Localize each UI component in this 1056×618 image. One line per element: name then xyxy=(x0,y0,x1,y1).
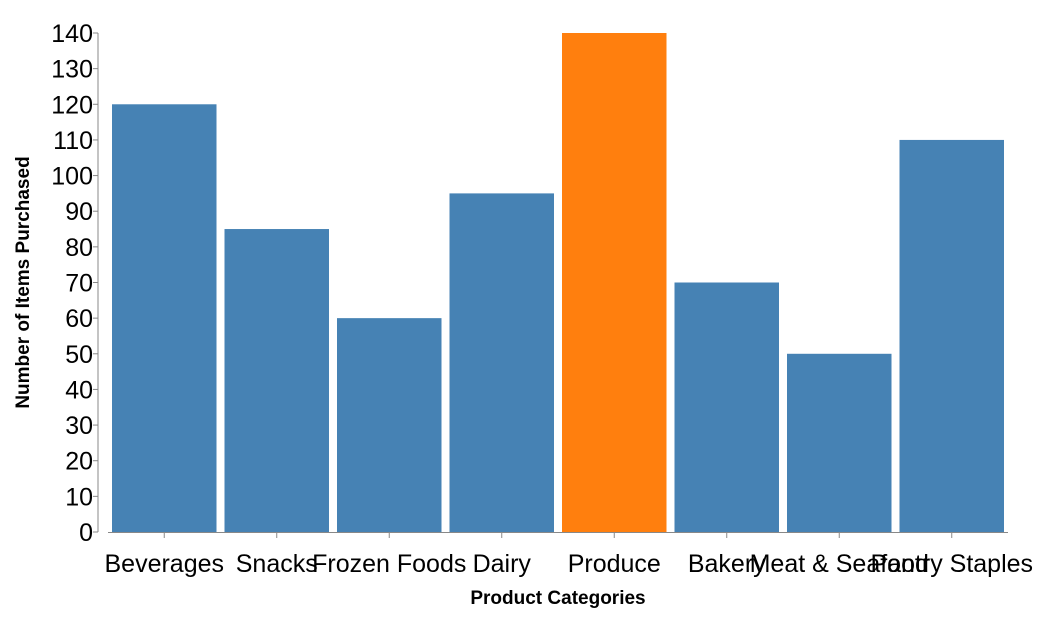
bar-bakery xyxy=(674,282,779,532)
bar-dairy xyxy=(449,193,554,532)
y-tick-label: 40 xyxy=(65,376,93,404)
y-tick-label: 50 xyxy=(65,341,93,369)
y-tick-label: 30 xyxy=(65,412,93,440)
bar-snacks xyxy=(224,229,329,533)
y-tick-label: 90 xyxy=(65,198,93,226)
x-tick-label: Pantry Staples xyxy=(870,550,1033,578)
x-tick-label: Bakery xyxy=(688,550,766,578)
y-tick-label: 10 xyxy=(65,483,93,511)
bar-beverages xyxy=(112,104,217,533)
y-tick-label: 140 xyxy=(51,20,93,48)
x-tick-label: Dairy xyxy=(473,550,532,578)
y-tick-label: 120 xyxy=(51,91,93,119)
bars-group xyxy=(112,33,1004,533)
x-tick-label: Produce xyxy=(568,550,661,578)
y-tick-label: 80 xyxy=(65,234,93,262)
x-axis-title: Product Categories xyxy=(470,588,645,609)
bar-produce xyxy=(562,33,667,532)
y-tick-label: 60 xyxy=(65,305,93,333)
y-tick-label: 110 xyxy=(53,127,93,155)
x-tick-label: Frozen Foods xyxy=(312,550,466,578)
y-tick-label: 70 xyxy=(65,270,93,298)
x-tick-label: Beverages xyxy=(104,550,224,578)
y-axis-title: Number of Items Purchased xyxy=(13,156,34,408)
bar-meat-seafood xyxy=(787,353,892,532)
bar-frozen-foods xyxy=(337,318,442,532)
bar-pantry-staples xyxy=(899,139,1004,532)
y-axis: 0 10 20 30 40 50 60 70 80 90 100 110 120 130 140 xyxy=(51,20,99,547)
y-tick-label: 20 xyxy=(65,448,93,476)
y-tick-label: 130 xyxy=(51,56,93,84)
x-tick-label: Meat & Seafood xyxy=(750,550,929,578)
y-tick-label: 0 xyxy=(79,519,93,547)
x-tick-label: Snacks xyxy=(236,550,318,578)
y-tick-label: 100 xyxy=(51,163,93,191)
